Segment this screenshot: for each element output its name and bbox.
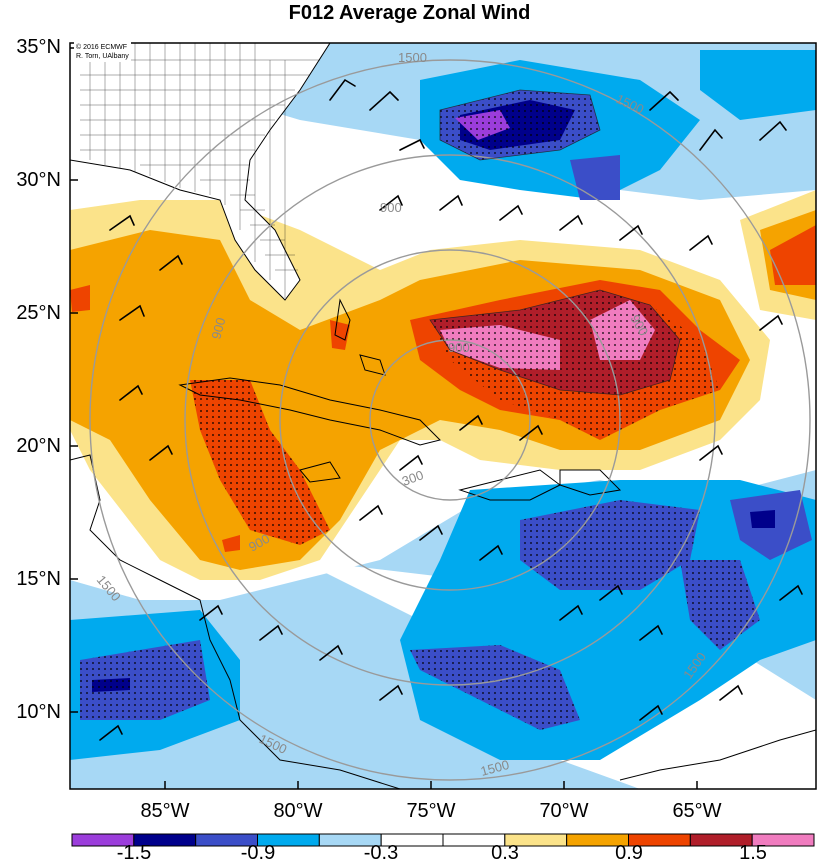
lat-label: 35°N (16, 36, 61, 58)
contour-label: 1500 (398, 50, 427, 65)
coastlines (70, 298, 816, 789)
colorbar-tick-label: 1.5 (739, 842, 767, 864)
lon-label: 85°W (140, 800, 190, 822)
lat-label: 25°N (16, 302, 61, 324)
lon-label: 65°W (672, 800, 722, 822)
lat-label: 10°N (16, 701, 61, 723)
credit-box: © 2016 ECMWF R. Torn, UAlbany (74, 42, 131, 62)
map-frame (69, 42, 817, 790)
contour-label: 900 (380, 200, 402, 215)
lon-label: 75°W (406, 800, 456, 822)
colorbar (71, 833, 815, 847)
colorbar-tick-label: 0.3 (491, 842, 519, 864)
lat-label: 20°N (16, 435, 61, 457)
lat-label: 30°N (16, 169, 61, 191)
colorbar-swatch (751, 833, 815, 847)
colorbar-tick-label: 0.9 (615, 842, 643, 864)
us-landmass (70, 43, 331, 301)
lon-label: 70°W (539, 800, 589, 822)
contour-label: 900 (448, 340, 470, 355)
stipple (80, 90, 760, 730)
map-title: F012 Average Zonal Wind (288, 2, 531, 24)
contour-label: 900 (208, 316, 228, 341)
credit-line: © 2016 ECMWF (76, 44, 128, 51)
colorbar-tick-label: -1.5 (116, 842, 152, 864)
lon-label: 80°W (273, 800, 323, 822)
contour-label: 1500 (479, 757, 511, 779)
distance-rings (89, 59, 811, 781)
credit-line: R. Torn, UAlbany (76, 53, 129, 60)
lat-label: 15°N (16, 568, 61, 590)
wind-barbs (99, 78, 803, 741)
colorbar-tick-label: -0.9 (240, 842, 276, 864)
field-contour-lines (429, 89, 681, 396)
contour-label: 300 (400, 467, 426, 489)
map-plot-area: 1500 1500 900 900 900 900 300 1500 900 1… (70, 43, 816, 789)
colorbar-tick-label: -0.3 (363, 842, 399, 864)
